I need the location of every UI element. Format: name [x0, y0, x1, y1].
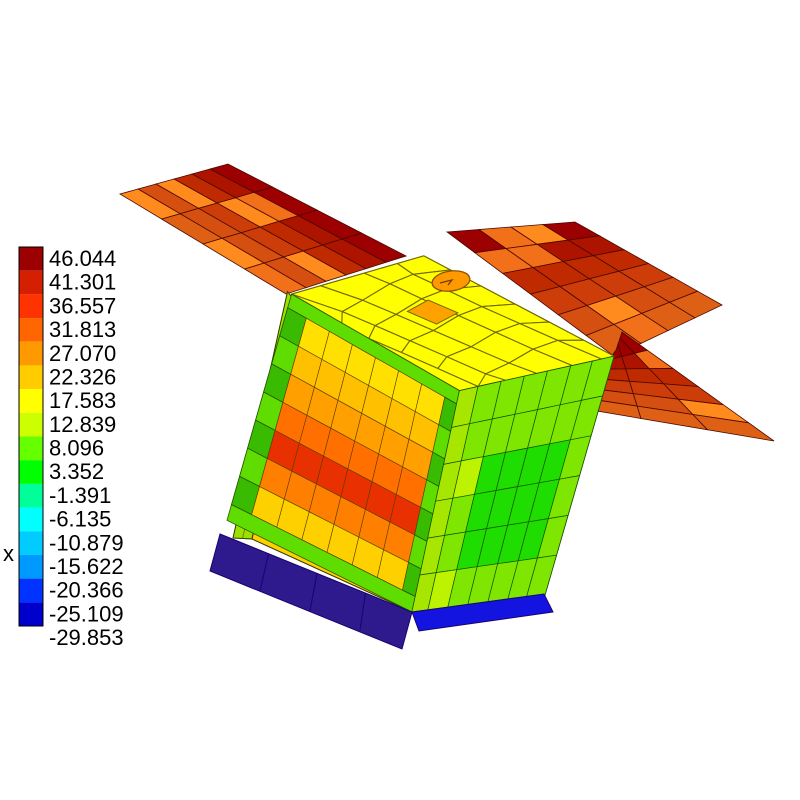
svg-text:17.583: 17.583: [49, 388, 116, 413]
svg-text:-1.391: -1.391: [49, 483, 111, 508]
svg-text:-6.135: -6.135: [49, 507, 111, 532]
svg-text:22.326: 22.326: [49, 364, 116, 389]
svg-text:12.839: 12.839: [49, 412, 116, 437]
svg-text:-20.366: -20.366: [49, 578, 124, 603]
svg-text:-29.853: -29.853: [49, 625, 124, 650]
svg-text:x: x: [3, 541, 14, 566]
svg-text:41.301: 41.301: [49, 270, 116, 295]
svg-text:46.044: 46.044: [49, 246, 116, 271]
svg-text:-10.879: -10.879: [49, 530, 124, 555]
svg-text:-15.622: -15.622: [49, 554, 124, 579]
svg-text:36.557: 36.557: [49, 293, 116, 318]
svg-text:3.352: 3.352: [49, 459, 104, 484]
svg-text:8.096: 8.096: [49, 436, 104, 461]
svg-text:31.813: 31.813: [49, 317, 116, 342]
svg-text:27.070: 27.070: [49, 341, 116, 366]
svg-text:-25.109: -25.109: [49, 601, 124, 626]
